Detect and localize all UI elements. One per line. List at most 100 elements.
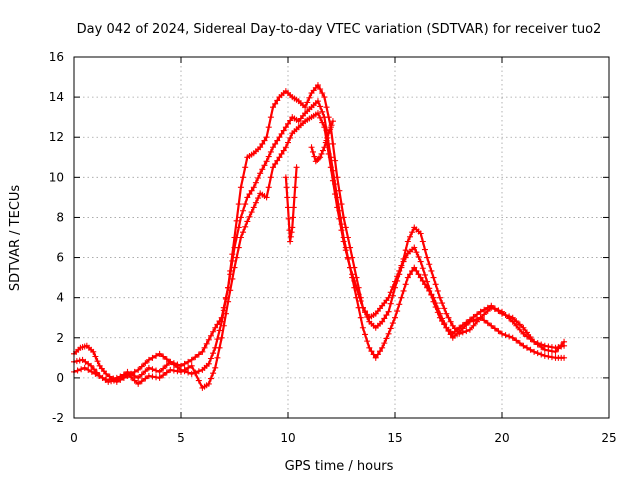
data-point [235,244,242,251]
data-point [359,324,366,331]
data-point [531,348,538,355]
data-point [167,358,174,365]
data-point [240,174,247,181]
data-point [506,333,513,340]
data-point [283,184,290,191]
data-point [103,376,110,383]
data-point [149,373,156,380]
data-point [406,271,413,278]
data-point [387,289,394,296]
data-point [103,370,110,377]
data-point [379,318,386,325]
data-point [329,177,336,184]
data-point [338,201,345,208]
y-tick-label: -2 [52,411,64,425]
data-point [400,287,407,294]
data-point [424,278,431,285]
data-point [248,187,255,194]
data-point [389,283,396,290]
data-point [413,267,420,274]
data-point [314,110,321,117]
data-point [272,100,279,107]
data-point [398,294,405,301]
data-point [214,336,221,343]
data-point [319,119,326,126]
data-point [76,357,83,364]
series-layer [71,82,568,391]
x-tick-label: 20 [494,431,509,445]
data-point [214,321,221,328]
data-point [285,139,291,146]
data-point [415,271,422,278]
data-point [368,348,375,355]
data-point [285,120,291,127]
y-tick-label: 16 [49,50,64,64]
data-point [470,322,477,329]
data-point [488,322,495,329]
data-point [411,264,418,271]
data-point [274,157,281,164]
data-point [538,344,545,351]
data-point [145,364,152,371]
data-point [242,164,249,171]
data-point [488,302,495,309]
data-point [265,153,272,160]
data-point [306,94,313,101]
data-point [389,320,396,327]
data-point [274,137,281,144]
data-point [149,366,156,373]
data-point [81,364,88,371]
data-point [304,99,311,106]
data-point [548,348,555,355]
data-point [231,264,238,271]
data-point [499,310,505,317]
data-point [192,370,199,377]
data-point [421,246,428,253]
data-point [392,278,398,285]
data-point [282,124,289,131]
data-point [336,187,343,194]
data-point [347,264,354,271]
data-point [394,308,401,315]
data-point [188,356,195,363]
data-point [220,322,227,329]
data-point [319,108,326,115]
data-point [244,218,251,225]
data-point [117,373,124,380]
data-point [417,230,424,237]
data-point [441,305,448,312]
data-point [499,330,505,337]
data-point [439,300,446,307]
data-point [417,258,424,265]
data-point [290,204,297,211]
data-point [520,324,527,331]
data-point [78,366,85,373]
data-point [555,345,562,352]
data-point [491,325,498,332]
data-point [502,332,509,339]
data-point [459,322,466,329]
data-point [377,348,384,355]
data-point [92,353,99,360]
data-point [317,86,324,93]
data-point [426,261,433,268]
data-point [312,158,319,165]
data-point [257,170,264,177]
data-point [207,332,214,339]
data-point [447,318,454,325]
data-point [292,184,299,191]
data-point [267,114,274,121]
data-point [396,267,403,274]
data-point [379,344,386,351]
data-point [436,314,443,321]
data-point [218,334,225,341]
data-point [466,326,473,333]
data-point [355,291,362,298]
data-point [138,371,145,378]
data-point [334,204,341,211]
data-point [321,124,328,131]
data-point [389,292,396,299]
data-point [321,94,328,101]
data-point [229,257,236,264]
data-point [430,298,437,305]
